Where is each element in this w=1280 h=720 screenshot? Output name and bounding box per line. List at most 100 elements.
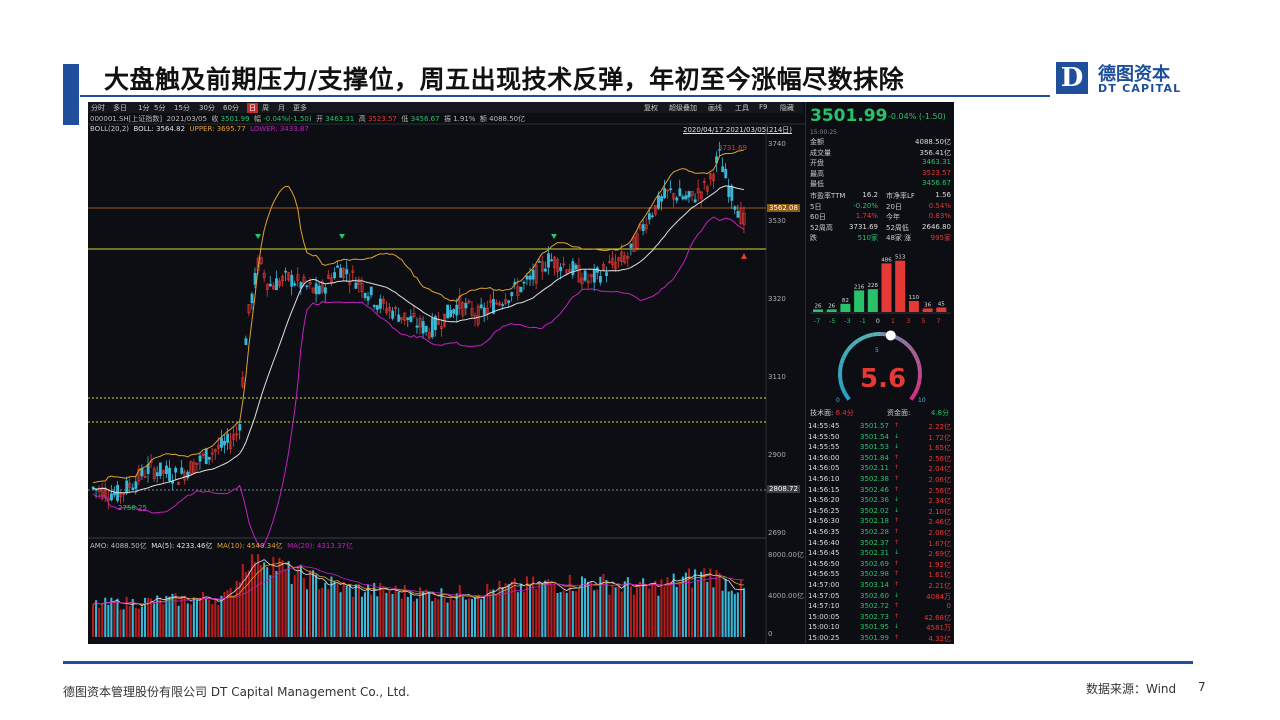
candle-body [650,215,654,218]
volume-bar [522,592,525,637]
candle-body [268,283,272,287]
tool-button-5[interactable]: 隐藏 [780,104,794,112]
quote-row: 最高 3523.57 [810,169,951,179]
tick-row[interactable]: 14:57:05 3502.60 ↓ 4084万 [808,592,951,603]
tick-price: 3503.14 [860,581,889,589]
tick-row[interactable]: 14:55:50 3501.54 ↓ 1.72亿 [808,433,951,444]
candle-body [611,258,615,266]
dist-axis-label: 5 [921,317,925,325]
period-tab-5[interactable]: 30分 [199,104,215,112]
tick-up-arrow-icon: ↑ [894,453,900,461]
tick-row[interactable]: 14:56:30 3502.18 ↑ 2.46亿 [808,517,951,528]
candle-body [556,259,560,273]
tick-row[interactable]: 14:56:20 3502.36 ↓ 2.34亿 [808,496,951,507]
tick-amount: 2.46亿 [928,518,951,527]
tick-time: 15:00:25 [808,634,840,642]
tick-down-arrow-icon: ↓ [894,549,900,557]
period-tab-7[interactable]: 日 [247,103,258,113]
period-tab-10[interactable]: 更多 [293,104,307,112]
tick-row[interactable]: 14:55:55 3501.53 ↓ 1.65亿 [808,443,951,454]
candle-body [681,196,685,200]
candle-body [177,481,181,485]
candle-body [482,307,486,315]
info-high-label: 高 [358,115,366,123]
candle-body [97,487,101,492]
volume-bar [498,580,501,637]
volume-bar [608,594,611,637]
volume-bar [299,564,302,637]
tool-button-0[interactable]: 复权 [644,104,658,112]
dist-bar [826,309,837,312]
candle-body [589,274,593,277]
title-accent-bar [63,64,79,125]
date-range[interactable]: 2020/04/17-2021/03/05(214日) [683,126,793,134]
tick-row[interactable]: 14:55:45 3501.57 ↑ 2.22亿 [808,422,951,433]
period-tab-8[interactable]: 周 [262,104,269,112]
tick-row[interactable]: 14:56:25 3502.02 ↓ 2.10亿 [808,507,951,518]
tick-row[interactable]: 14:56:35 3502.28 ↑ 2.06亿 [808,528,951,539]
info-high: 3523.57 [367,115,397,123]
tick-up-arrow-icon: ↑ [894,517,900,525]
quote-cell-a: 跌 [810,234,817,242]
volume-bar [134,607,137,637]
period-tab-4[interactable]: 15分 [174,104,190,112]
tick-price: 3502.02 [860,506,889,515]
sentiment-gauge [838,330,922,401]
trading-terminal: 分时 多日 1分 5分 15分 30分 60分日周月更多 复权 超级叠加 画线 工具 F9 隐藏 000… [88,102,954,644]
candle-body [333,272,336,279]
tick-row[interactable]: 14:56:40 3502.37 ↑ 1.67亿 [808,539,951,550]
tick-row[interactable]: 14:57:10 3502.72 ↑ 0 [808,602,951,613]
candle-body [207,456,211,460]
candle-body [690,191,694,196]
period-tab-1[interactable]: 多日 [113,104,127,112]
tick-row[interactable]: 14:56:10 3502.38 ↑ 2.06亿 [808,475,951,486]
tick-price: 3501.95 [860,623,889,632]
period-tab-9[interactable]: 月 [278,104,285,112]
candle-body [412,312,416,317]
tick-row[interactable]: 14:56:00 3501.84 ↑ 2.56亿 [808,454,951,465]
kline-chart[interactable] [88,102,805,644]
tick-row[interactable]: 14:56:05 3502.11 ↑ 2.04亿 [808,464,951,475]
tool-button-4[interactable]: F9 [759,103,768,111]
period-tab-6[interactable]: 60分 [223,104,239,112]
tick-price: 3502.31 [860,549,889,558]
tick-amount: 2.06亿 [928,476,951,484]
volume-bar [596,589,599,637]
candle-body [366,296,370,301]
quote-row: 成交量 356.41亿 [810,148,951,158]
dist-bar-value: 486 [881,257,892,263]
period-tab-0[interactable]: 分时 [91,104,105,112]
tick-row[interactable]: 14:56:55 3502.98 ↑ 1.61亿 [808,570,951,581]
candle-body [336,265,340,268]
tick-row[interactable]: 14:56:15 3502.46 ↑ 2.56亿 [808,486,951,497]
volume-bar [205,598,208,637]
candle-body [736,210,740,218]
volume-bar [492,589,495,637]
tick-row[interactable]: 14:56:50 3502.69 ↑ 1.92亿 [808,560,951,571]
tick-row[interactable]: 15:00:05 3502.73 ↑ 42.68亿 [808,613,951,624]
tick-row[interactable]: 15:00:25 3501.99 ↑ 4.32亿 [808,634,951,644]
candle-body [143,476,147,478]
quote-cell-d: 0.54% [928,201,951,210]
tick-row[interactable]: 15:00:10 3501.95 ↓ 4581万 [808,623,951,634]
volume-bar [632,594,635,637]
candle-body [198,455,202,462]
candle-body [232,434,236,440]
candle-body [455,304,459,316]
period-tab-2[interactable]: 1分 [138,104,150,112]
tick-price: 3502.38 [860,475,889,483]
volume-bar [574,591,577,637]
tick-row[interactable]: 14:56:45 3502.31 ↓ 2.69亿 [808,549,951,560]
tool-button-1[interactable]: 超级叠加 [669,104,697,112]
tool-button-2[interactable]: 画线 [708,104,722,112]
rise-fall-distribution-chart: 26 26 82 216 228 486 513 110 36 45 -7 -5 -3 -1 0 1 3 5 7 [810,255,951,325]
tool-button-3[interactable]: 工具 [735,104,749,112]
period-tab-3[interactable]: 5分 [154,104,166,112]
company-logo: D 德图资本 DT CAPITAL [1056,62,1186,98]
tick-price: 3502.18 [860,517,889,526]
candle-body [403,312,407,321]
candle-body [216,445,220,449]
tick-row[interactable]: 14:57:00 3503.14 ↑ 2.21亿 [808,581,951,592]
dist-axis-label: -5 [829,317,835,325]
volume-bar [486,583,489,637]
